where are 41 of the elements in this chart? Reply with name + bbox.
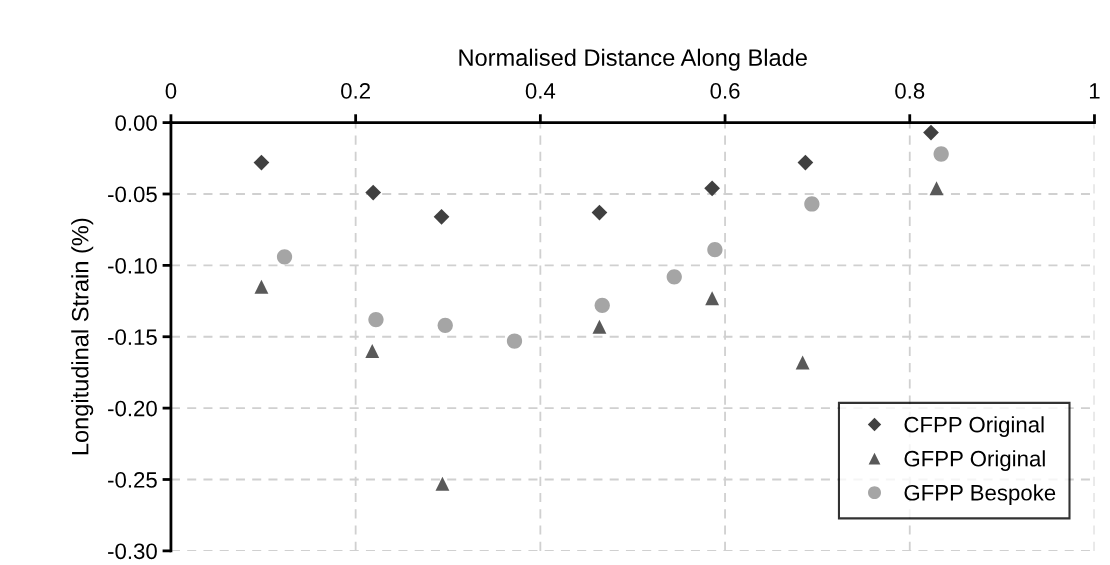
- point: [506, 333, 523, 349]
- point: [254, 279, 269, 294]
- point: [253, 154, 270, 171]
- x-tick-label: 0.2: [341, 83, 370, 99]
- y-tick-label: -0.20: [108, 400, 157, 417]
- x-axis-title: Normalised Distance Along Blade: [459, 48, 807, 71]
- y-tick-label: -0.30: [108, 543, 157, 560]
- point: [365, 344, 380, 358]
- point: [433, 208, 450, 225]
- legend-label: CFPP Original: [904, 416, 1044, 437]
- point: [368, 311, 384, 328]
- x-tick-label: 1: [1089, 83, 1100, 99]
- x-tick-label: 0.6: [710, 83, 740, 99]
- point: [705, 291, 720, 306]
- y-tick-label: -0.05: [108, 186, 157, 203]
- point: [592, 319, 607, 334]
- point: [594, 297, 610, 313]
- point: [435, 476, 450, 491]
- y-axis-title: Longitudinal Strain (%): [71, 218, 94, 455]
- point: [804, 196, 820, 212]
- legend-label: GFPP Original: [904, 450, 1045, 471]
- point: [923, 124, 939, 141]
- point: [929, 181, 944, 196]
- point: [933, 146, 949, 162]
- point: [704, 180, 720, 197]
- point: [707, 242, 723, 258]
- y-tick-label: 0.00: [115, 115, 157, 131]
- x-tick-label: 0: [165, 83, 177, 99]
- x-tick-label: 0.4: [525, 83, 556, 99]
- legend-label: GFPP Bespoke: [904, 484, 1056, 506]
- y-tick-label: -0.10: [108, 257, 157, 274]
- point: [591, 204, 608, 221]
- point: [797, 154, 814, 171]
- point: [666, 269, 682, 285]
- y-tick-label: -0.15: [108, 329, 157, 346]
- point: [437, 317, 453, 333]
- y-tick-label: -0.25: [108, 472, 157, 488]
- point: [795, 355, 810, 370]
- point: [276, 249, 293, 265]
- point: [365, 184, 382, 201]
- x-tick-label: 0.8: [895, 83, 925, 99]
